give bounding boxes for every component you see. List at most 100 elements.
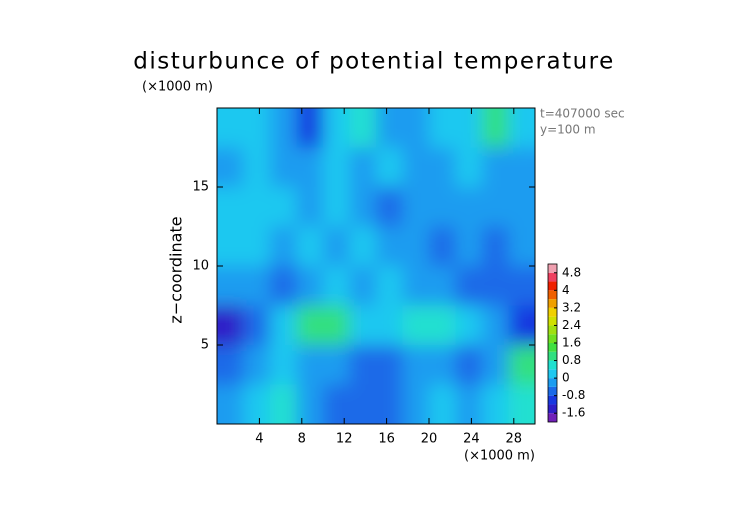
heat-cell xyxy=(455,305,482,345)
heat-cell xyxy=(323,384,350,424)
heat-cell xyxy=(402,384,429,424)
heat-cell xyxy=(270,187,297,227)
y-axis-label: z−coordinate xyxy=(167,216,186,323)
heat-cell xyxy=(243,305,270,345)
chart-title: disturbunce of potential temperature xyxy=(133,49,615,75)
x-tick-label: 8 xyxy=(298,432,306,447)
y-tick-label: 10 xyxy=(192,259,209,274)
heat-cell xyxy=(376,187,403,227)
heat-cell xyxy=(296,305,323,345)
heat-cell xyxy=(243,384,270,424)
heat-cell xyxy=(508,226,535,266)
heat-cell xyxy=(217,266,244,306)
colorbar-label: -1.6 xyxy=(562,406,585,420)
heat-cell xyxy=(270,147,297,187)
heat-cell xyxy=(508,345,535,385)
heat-cell xyxy=(402,108,429,148)
heat-cell xyxy=(323,187,350,227)
annotation: t=407000 sec xyxy=(540,107,625,121)
heat-cell xyxy=(349,226,376,266)
heat-cell xyxy=(482,226,509,266)
heat-cell xyxy=(376,266,403,306)
heat-cell xyxy=(217,187,244,227)
y-tick-label: 5 xyxy=(201,338,209,353)
heat-cell xyxy=(349,305,376,345)
heat-cell xyxy=(482,147,509,187)
x-tick-label: 4 xyxy=(255,432,263,447)
colorbar-band xyxy=(548,307,557,317)
heat-cell xyxy=(270,266,297,306)
heat-cell xyxy=(349,384,376,424)
heat-cell xyxy=(376,305,403,345)
colorbar-label: 0.8 xyxy=(562,353,581,367)
heat-cell xyxy=(296,108,323,148)
x-unit-top: (×1000 m) xyxy=(142,80,213,95)
heat-cell xyxy=(455,266,482,306)
x-tick-label: 16 xyxy=(378,432,395,447)
heat-cell xyxy=(508,384,535,424)
heat-cell xyxy=(243,108,270,148)
heat-cell xyxy=(455,226,482,266)
heat-cell xyxy=(455,108,482,148)
colorbar-band xyxy=(548,316,557,326)
heat-cell xyxy=(243,266,270,306)
heat-cell xyxy=(243,226,270,266)
x-tick-label: 12 xyxy=(336,432,353,447)
heat-cell xyxy=(270,345,297,385)
heat-cell xyxy=(296,226,323,266)
colorbar-band xyxy=(548,369,557,379)
heat-cell xyxy=(243,187,270,227)
heat-cell xyxy=(455,384,482,424)
heat-cell xyxy=(455,345,482,385)
colorbar-band xyxy=(548,281,557,291)
heat-cell xyxy=(402,226,429,266)
heat-cell xyxy=(296,187,323,227)
heat-cell xyxy=(429,108,456,148)
heat-cell xyxy=(376,226,403,266)
colorbar-band xyxy=(548,264,557,273)
colorbar-band xyxy=(548,395,557,405)
heat-cell xyxy=(429,187,456,227)
heat-cell xyxy=(482,384,509,424)
colorbar-band xyxy=(548,299,557,308)
heat-cell xyxy=(429,147,456,187)
heat-cell xyxy=(402,266,429,306)
heat-cell xyxy=(455,147,482,187)
heat-cell xyxy=(508,266,535,306)
colorbar-band xyxy=(548,325,557,335)
heat-cell xyxy=(217,108,244,148)
heat-cell xyxy=(270,226,297,266)
colorbar-band xyxy=(548,413,557,422)
heat-cell xyxy=(482,305,509,345)
colorbar-band xyxy=(548,272,557,282)
heat-cell xyxy=(349,108,376,148)
colorbar-band xyxy=(548,351,557,361)
x-unit-bottom: (×1000 m) xyxy=(464,449,535,464)
colorbar-band xyxy=(548,343,557,352)
x-tick-label: 28 xyxy=(506,432,523,447)
heat-cell xyxy=(296,147,323,187)
heat-cell xyxy=(402,305,429,345)
colorbar-band xyxy=(548,386,557,396)
heat-cell xyxy=(217,384,244,424)
heat-cell xyxy=(508,187,535,227)
heat-cell xyxy=(508,147,535,187)
heat-cell xyxy=(429,345,456,385)
heat-cell xyxy=(376,147,403,187)
heat-cell xyxy=(323,226,350,266)
heat-cell xyxy=(323,147,350,187)
colorbar-label: 1.6 xyxy=(562,336,581,350)
heat-cell xyxy=(429,305,456,345)
heat-cell xyxy=(402,345,429,385)
y-tick-label: 15 xyxy=(192,180,209,195)
heat-cell xyxy=(349,147,376,187)
heat-cell xyxy=(508,305,535,345)
heat-cell xyxy=(482,266,509,306)
colorbar-label: 3.2 xyxy=(562,300,581,314)
heat-cell xyxy=(508,108,535,148)
heat-cell xyxy=(217,226,244,266)
heat-cell xyxy=(482,345,509,385)
heat-cell xyxy=(270,384,297,424)
heat-cell xyxy=(402,187,429,227)
